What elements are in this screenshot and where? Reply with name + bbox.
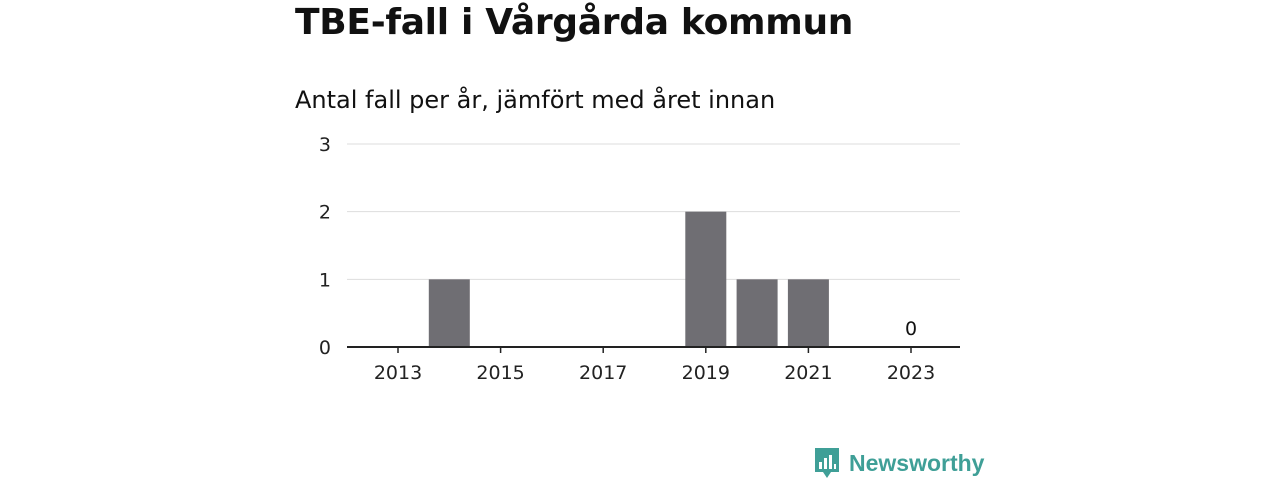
x-tick-label: 2013 bbox=[374, 362, 422, 384]
bar-2021 bbox=[787, 279, 829, 347]
brand-name: Newsworthy bbox=[849, 449, 985, 476]
bars bbox=[428, 211, 829, 347]
y-tick-label: 3 bbox=[319, 134, 331, 156]
y-tick-label: 0 bbox=[319, 337, 331, 359]
labels: 0 1 2 3 2013 2015 2017 2019 2021 2023 0 bbox=[319, 134, 935, 384]
x-tick-label: 2015 bbox=[476, 362, 524, 384]
y-tick-label: 2 bbox=[319, 202, 331, 224]
chart-subtitle: Antal fall per år, jämfört med året inna… bbox=[295, 86, 776, 114]
x-tick-label: 2023 bbox=[887, 362, 935, 384]
newsworthy-brand: Newsworthy bbox=[813, 446, 984, 480]
data-label-2023: 0 bbox=[905, 318, 917, 340]
x-tick-label: 2021 bbox=[784, 362, 832, 384]
bar-2019 bbox=[685, 211, 727, 347]
x-tick-label: 2019 bbox=[682, 362, 730, 384]
y-tick-label: 1 bbox=[319, 269, 331, 291]
gridlines bbox=[347, 143, 960, 280]
chart-title: TBE-fall i Vårgårda kommun bbox=[295, 2, 854, 43]
axes bbox=[347, 346, 960, 353]
newsworthy-logo-icon bbox=[815, 448, 839, 478]
bar-2020 bbox=[736, 279, 778, 347]
x-tick-label: 2017 bbox=[579, 362, 627, 384]
bar-2014 bbox=[428, 279, 470, 347]
